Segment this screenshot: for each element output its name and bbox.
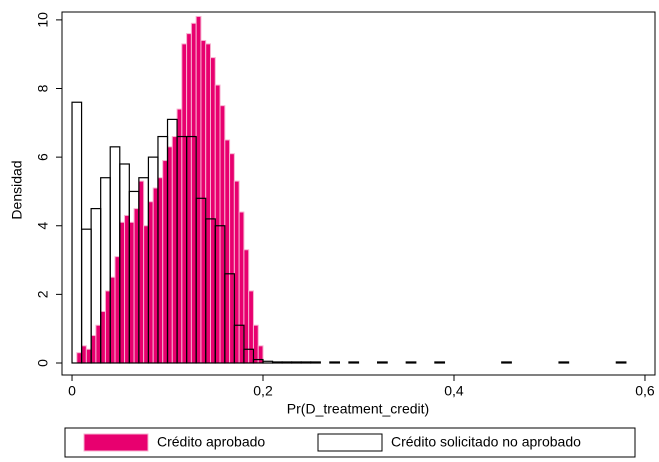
histogram-bar — [200, 39, 207, 364]
histogram-bar — [219, 105, 226, 364]
plot-frame — [61, 11, 656, 376]
histogram-bar — [71, 101, 83, 364]
histogram-bar — [501, 361, 512, 364]
histogram-bar — [558, 361, 570, 364]
histogram-bar — [224, 273, 235, 364]
histogram-bar — [209, 57, 216, 364]
histogram-bar — [162, 160, 169, 364]
histogram-bar — [405, 361, 417, 364]
legend-box — [64, 427, 636, 458]
histogram-bar — [310, 361, 321, 364]
histogram-bar — [257, 345, 264, 364]
histogram-bar — [81, 345, 87, 364]
x-tick-label: 0 — [68, 383, 76, 399]
histogram-bar — [615, 361, 627, 364]
histogram-bar — [114, 256, 121, 364]
histogram-bar — [186, 33, 192, 364]
y-tick-label: 4 — [35, 222, 51, 230]
y-tick-label: 10 — [35, 12, 51, 28]
legend-swatch — [83, 433, 149, 452]
x-tick-label: 0,2 — [253, 383, 273, 399]
x-tick-label: 0,6 — [635, 383, 655, 399]
histogram-bar — [109, 276, 116, 364]
histogram-bar — [176, 108, 183, 364]
histogram-bar — [157, 177, 164, 364]
histogram-bar — [100, 311, 106, 364]
histogram-bar — [133, 208, 140, 364]
histogram-bar — [195, 15, 202, 364]
histogram-bar — [119, 221, 126, 364]
histogram-bar — [167, 146, 173, 364]
histogram-bar — [205, 43, 211, 364]
histogram-bar — [281, 361, 293, 364]
histogram-bar — [271, 361, 283, 364]
histogram-bar — [138, 180, 145, 364]
histogram-bar — [128, 221, 135, 364]
histogram-bar — [104, 290, 111, 364]
histogram-bar — [348, 361, 360, 364]
histogram-bar — [80, 228, 92, 364]
histogram-bar — [252, 324, 259, 364]
histogram-bar — [85, 348, 92, 364]
histogram-bar — [329, 361, 341, 364]
histogram-bar — [224, 139, 231, 364]
y-tick-label: 0 — [35, 359, 51, 367]
histogram-bar — [291, 361, 302, 364]
histogram-bar — [171, 136, 178, 364]
histogram-bar — [233, 180, 240, 364]
histogram-bar — [233, 324, 245, 364]
histogram-bar — [152, 187, 159, 364]
y-axis-label: Densidad — [9, 160, 25, 219]
histogram-bar — [434, 361, 446, 364]
y-tick-label: 6 — [35, 153, 51, 161]
legend-label: Crédito aprobado — [157, 434, 265, 450]
histogram-bar — [376, 361, 388, 364]
legend-label: Crédito solicitado no aprobado — [391, 434, 581, 450]
histogram-bar — [147, 201, 154, 364]
y-tick-label: 2 — [35, 290, 51, 298]
histogram-bar — [143, 225, 149, 364]
histogram-bar — [243, 348, 255, 364]
histogram-bar — [214, 84, 221, 364]
histogram-bar — [243, 249, 250, 364]
histogram-bar — [95, 324, 102, 364]
histogram-bar — [262, 360, 274, 364]
histogram-bar — [229, 153, 235, 364]
x-tick-label: 0,4 — [444, 383, 464, 399]
histogram-bar — [300, 361, 312, 364]
legend-swatch — [317, 433, 383, 452]
histogram-bar — [238, 211, 245, 364]
histogram-bar — [190, 22, 197, 364]
histogram-bar — [90, 335, 97, 364]
histogram-bar — [248, 290, 254, 364]
y-tick-label: 8 — [35, 84, 51, 92]
histogram-bar — [124, 214, 130, 364]
histogram-bar — [76, 352, 83, 364]
x-axis-label: Pr(D_treatment_credit) — [287, 401, 429, 417]
histogram-bar — [181, 43, 188, 364]
